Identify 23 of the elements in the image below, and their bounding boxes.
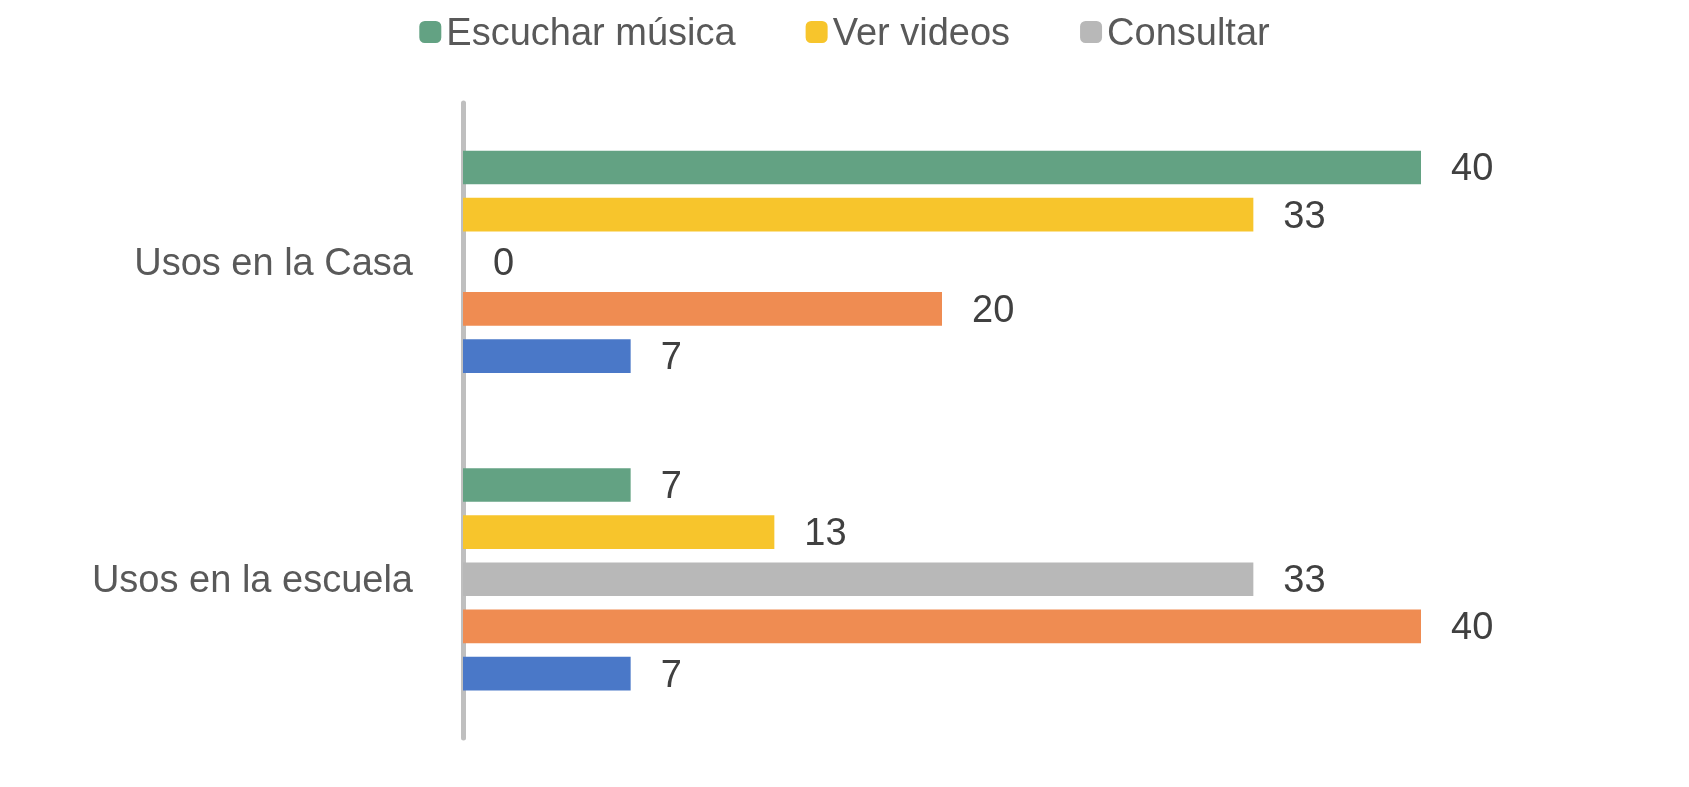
- bar: [463, 609, 1421, 644]
- legend-label: Consultar: [1107, 11, 1271, 53]
- bar: [463, 197, 1254, 232]
- data-label: 33: [1283, 558, 1326, 601]
- data-label: 7: [660, 652, 682, 695]
- legend-label: Ver videos: [832, 11, 1011, 53]
- bar: [463, 150, 1421, 185]
- bar: [463, 515, 775, 549]
- data-label: 40: [1451, 146, 1494, 189]
- data-label: 20: [972, 287, 1015, 330]
- bar: [463, 656, 631, 691]
- data-label: 7: [660, 335, 682, 378]
- y-tick-label: Usos en la Casa: [134, 240, 414, 283]
- legend-label: Escuchar música: [446, 11, 737, 53]
- y-tick-label: Usos en la escuela: [91, 558, 414, 601]
- bar: [463, 292, 942, 326]
- bar: [463, 468, 631, 502]
- data-label: 0: [493, 240, 515, 283]
- bar: [463, 339, 631, 373]
- data-label: 33: [1283, 193, 1326, 236]
- data-label: 7: [660, 463, 682, 506]
- data-label: 40: [1451, 605, 1494, 648]
- data-label: 13: [804, 511, 847, 554]
